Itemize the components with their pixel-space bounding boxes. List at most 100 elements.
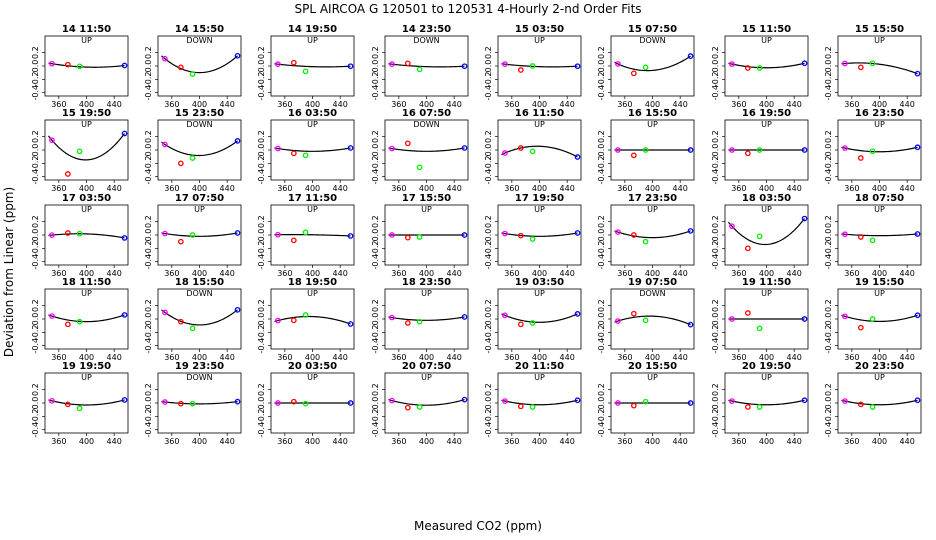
x-tick-label: 440: [787, 269, 802, 278]
magenta-point: [275, 145, 281, 152]
red-point: [177, 160, 184, 167]
green-point: [756, 404, 763, 410]
y-tick-label: -0.4: [371, 254, 380, 270]
y-tick-label: -0.4: [371, 422, 380, 438]
green-point: [642, 64, 649, 71]
green-point: [302, 229, 309, 236]
y-tick-label: 0.2: [597, 46, 606, 59]
panel-frame: [724, 372, 809, 434]
red-point: [177, 318, 184, 325]
y-tick-label: -0.4: [597, 254, 606, 270]
x-tick-label: 400: [532, 269, 547, 278]
panel-label: 19 19:50: [62, 361, 111, 372]
y-tick-label: 0.2: [711, 383, 720, 396]
figure-title: SPL AIRCOA G 120501 to 120531 4-Hourly 2…: [294, 2, 641, 16]
x-tick-label: 440: [220, 437, 235, 446]
green-point: [869, 60, 876, 67]
y-tick-label: -0.2: [484, 241, 493, 257]
y-tick-label: -0.2: [597, 156, 606, 172]
y-tick-label: 0.2: [144, 46, 153, 59]
y-tick-label: 0.2: [257, 299, 266, 312]
y-tick-label: -0.2: [597, 409, 606, 425]
x-tick-label: 360: [51, 437, 66, 446]
magenta-point: [729, 223, 735, 230]
fit-curve: [274, 315, 351, 325]
green-point: [302, 152, 309, 159]
blue-point: [121, 130, 128, 137]
y-tick-label: -0.2: [371, 325, 380, 341]
panel-label: 20 19:50: [742, 361, 791, 372]
panel-frame: [837, 119, 922, 181]
magenta-point: [729, 398, 735, 404]
y-tick-label: 0.0: [597, 60, 606, 73]
x-tick-label: 440: [333, 437, 348, 446]
green-point: [756, 233, 763, 240]
y-tick-label: 0.2: [257, 383, 266, 396]
magenta-point: [615, 229, 621, 235]
panel-frame: [384, 35, 469, 97]
blue-point: [801, 316, 808, 322]
red-point: [744, 150, 751, 157]
y-tick-label: -0.4: [484, 254, 493, 270]
red-point: [177, 64, 184, 71]
x-tick-label: 360: [391, 184, 406, 193]
x-tick-label: 440: [673, 184, 688, 193]
y-tick-label: -0.2: [371, 409, 380, 425]
y-tick-label: -0.4: [144, 169, 153, 185]
x-tick-label: 400: [79, 269, 94, 278]
panel-frame: [497, 119, 582, 181]
y-tick-label: 0.0: [31, 313, 40, 326]
y-tick-label: 0.2: [144, 299, 153, 312]
fit-curve: [274, 63, 351, 68]
magenta-point: [275, 400, 281, 406]
y-tick-label: 0.2: [144, 383, 153, 396]
panel-label: 20 23:50: [855, 361, 904, 372]
magenta-point: [615, 61, 621, 67]
magenta-point: [842, 60, 848, 67]
fit-curve: [388, 316, 465, 321]
y-tick-label: 0.2: [31, 299, 40, 312]
panel-label: 19 15:50: [855, 277, 904, 288]
panel-frame: [497, 35, 582, 97]
panel-direction: UP: [81, 36, 92, 45]
panel-label: 18 07:50: [855, 193, 904, 204]
panel-label: 18 15:50: [175, 277, 224, 288]
panel-label: 14 23:50: [402, 24, 451, 35]
blue-point: [347, 233, 354, 239]
green-point: [869, 148, 876, 155]
y-tick-label: -0.4: [31, 85, 40, 101]
y-tick-label: -0.2: [484, 156, 493, 172]
panel-direction: UP: [534, 120, 545, 129]
panel-label: 15 07:50: [628, 24, 677, 35]
blue-point: [914, 397, 921, 404]
y-tick-label: 0.0: [597, 229, 606, 242]
magenta-point: [49, 232, 55, 238]
magenta-point: [502, 150, 508, 156]
x-tick-label: 440: [333, 269, 348, 278]
magenta-point: [842, 398, 848, 404]
x-tick-label: 360: [277, 353, 292, 362]
x-tick-label: 440: [447, 353, 462, 362]
panel-label: 17 07:50: [175, 193, 224, 204]
fit-curve: [614, 315, 691, 326]
panel-label: 20 11:50: [515, 361, 564, 372]
panel-frame: [270, 119, 355, 181]
red-point: [290, 398, 297, 405]
magenta-point: [162, 399, 168, 405]
fit-curve: [161, 401, 238, 405]
green-point: [869, 316, 876, 322]
green-point: [756, 65, 763, 71]
blue-point: [574, 397, 581, 404]
y-tick-label: -0.2: [711, 241, 720, 257]
green-point: [189, 71, 196, 77]
fit-curve: [161, 309, 238, 326]
y-tick-label: 0.2: [484, 383, 493, 396]
y-tick-label: -0.4: [257, 85, 266, 101]
